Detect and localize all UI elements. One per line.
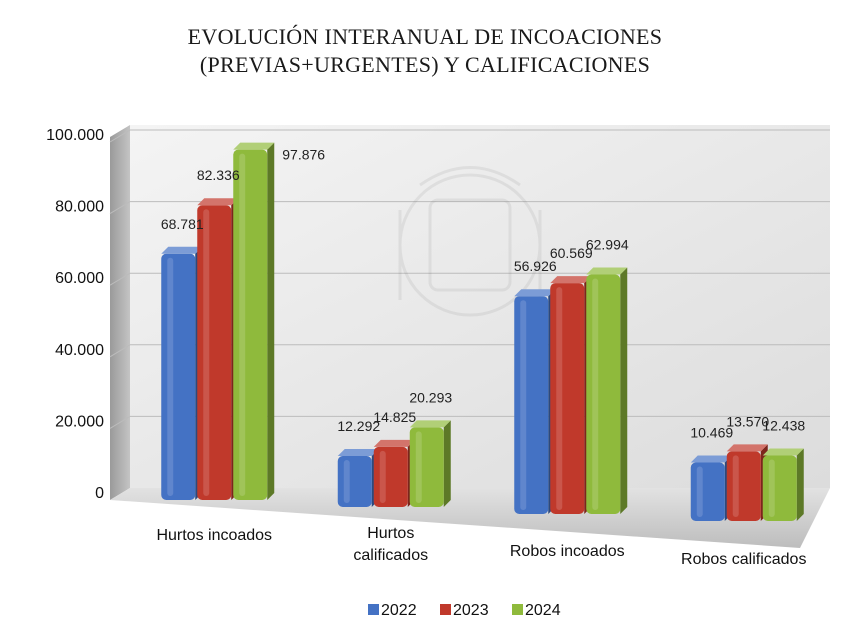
x-axis: Hurtos incoados Hurtos calificados Robos in… bbox=[156, 525, 806, 568]
bar-2023-0 bbox=[197, 198, 239, 500]
legend-label: 2023 bbox=[453, 602, 489, 619]
chart-title-line-1: EVOLUCIÓN INTERANUAL DE INCOACIONES bbox=[188, 24, 663, 49]
legend-swatch bbox=[440, 604, 451, 615]
bar-2023-3 bbox=[726, 444, 768, 521]
chart-title-line-2: (PREVIAS+URGENTES) Y CALIFICACIONES bbox=[200, 52, 650, 77]
y-tick-label: 60.000 bbox=[55, 270, 104, 287]
category-label: Hurtos bbox=[367, 525, 414, 542]
y-tick-label: 20.000 bbox=[55, 413, 104, 430]
category-label: Robos calificados bbox=[681, 551, 806, 568]
gridline-side bbox=[109, 344, 131, 358]
chart-title: EVOLUCIÓN INTERANUAL DE INCOACIONES (PRE… bbox=[188, 24, 663, 77]
legend-label: 2022 bbox=[381, 602, 417, 619]
data-label: 13.570 bbox=[726, 413, 769, 429]
bar-2023-2 bbox=[550, 276, 592, 514]
bar-2024-0 bbox=[233, 142, 275, 500]
gridline-side bbox=[109, 201, 131, 215]
data-label: 20.293 bbox=[409, 389, 452, 405]
gridline-side bbox=[109, 272, 131, 286]
data-label: 97.876 bbox=[282, 147, 325, 163]
data-label: 82.336 bbox=[197, 167, 240, 183]
bar-2024-3 bbox=[762, 448, 804, 521]
category-label: Robos incoados bbox=[510, 543, 625, 560]
category-label: calificados bbox=[353, 547, 428, 564]
legend-swatch bbox=[368, 604, 379, 615]
data-label: 12.292 bbox=[337, 418, 380, 434]
data-label: 12.438 bbox=[762, 417, 805, 433]
data-label: 10.469 bbox=[690, 425, 733, 441]
legend-swatch bbox=[512, 604, 523, 615]
watermark-seal bbox=[398, 166, 542, 317]
data-label: 56.926 bbox=[514, 258, 557, 274]
y-tick-label: 40.000 bbox=[55, 342, 104, 359]
y-tick-label: 0 bbox=[95, 485, 104, 502]
legend-item-2024: 2024 bbox=[512, 602, 561, 619]
bars bbox=[161, 142, 804, 521]
bar-2024-2 bbox=[586, 267, 628, 514]
back-wall bbox=[130, 125, 830, 488]
y-axis: 0 20.000 40.000 60.000 80.000 100.000 bbox=[46, 127, 104, 502]
bar-2024-1 bbox=[409, 420, 451, 507]
bar-2022-3 bbox=[690, 455, 732, 521]
legend: 2022 2023 2024 bbox=[368, 602, 561, 619]
data-label: 60.569 bbox=[550, 245, 593, 261]
legend-item-2022: 2022 bbox=[368, 602, 417, 619]
legend-label: 2024 bbox=[525, 602, 561, 619]
y-tick-label: 80.000 bbox=[55, 199, 104, 216]
floor bbox=[110, 488, 830, 548]
legend-item-2023: 2023 bbox=[440, 602, 489, 619]
side-wall bbox=[110, 125, 130, 500]
gridline-side bbox=[109, 415, 131, 429]
data-label: 62.994 bbox=[586, 236, 629, 252]
bar-2023-1 bbox=[373, 439, 415, 507]
bar-2022-0 bbox=[161, 246, 203, 500]
y-tick-label: 100.000 bbox=[46, 127, 104, 144]
data-label: 68.781 bbox=[161, 216, 204, 232]
bar-2022-2 bbox=[514, 289, 556, 514]
data-label: 14.825 bbox=[373, 409, 416, 425]
bar-2022-1 bbox=[337, 448, 379, 507]
category-label: Hurtos incoados bbox=[156, 527, 272, 544]
gridline-side bbox=[109, 129, 131, 143]
